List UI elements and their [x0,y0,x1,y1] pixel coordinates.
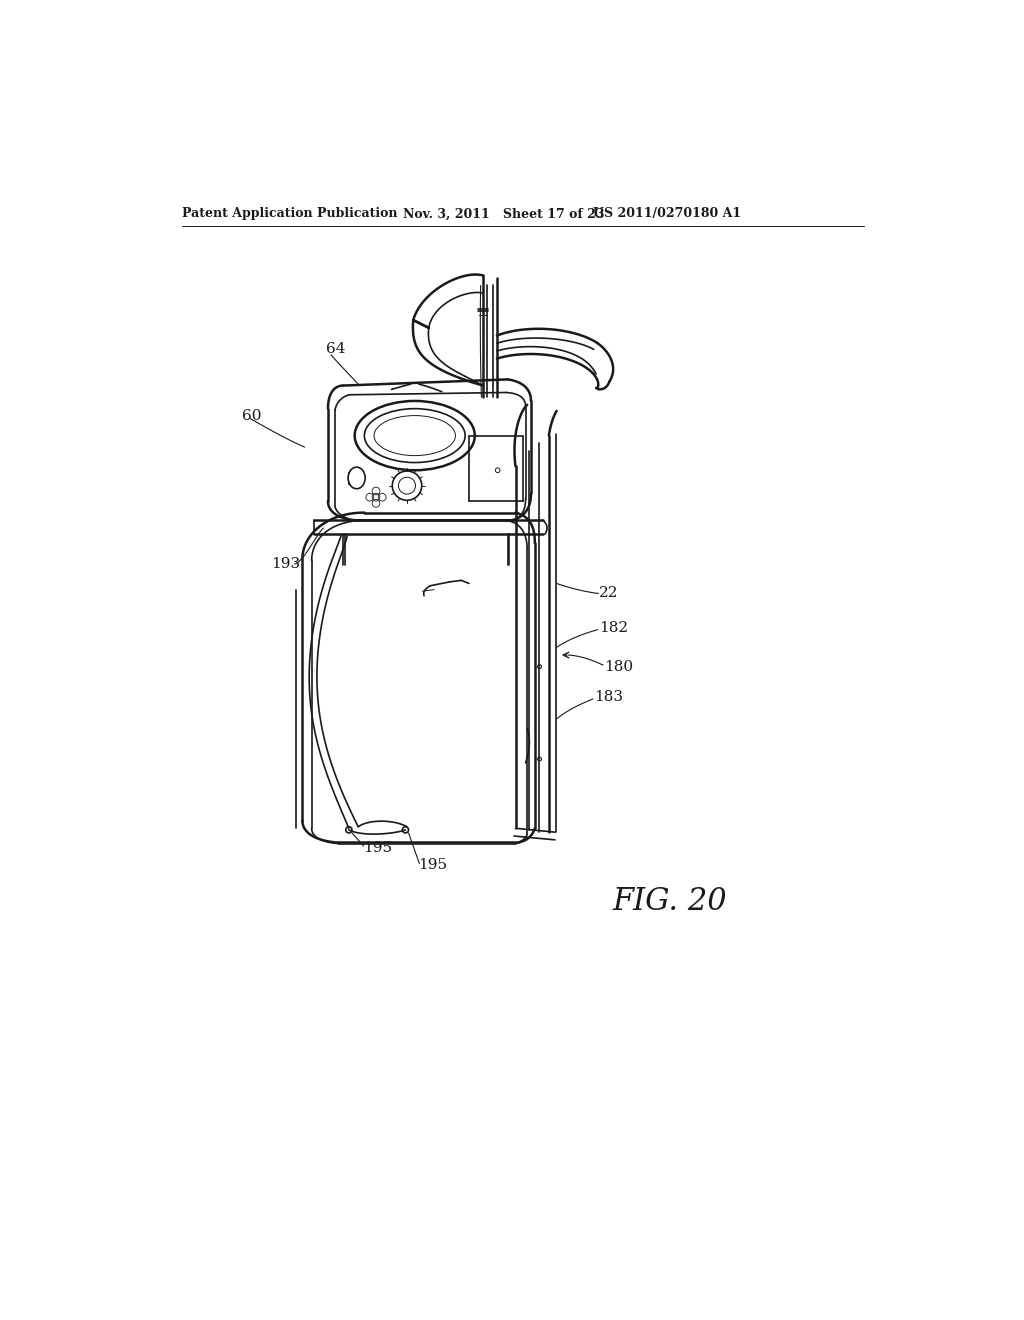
Text: 60: 60 [242,409,261,424]
Text: 182: 182 [599,622,629,635]
Text: Nov. 3, 2011   Sheet 17 of 23: Nov. 3, 2011 Sheet 17 of 23 [403,207,604,220]
Text: 183: 183 [594,690,623,705]
Text: 64: 64 [326,342,345,356]
Text: 195: 195 [419,858,447,873]
Text: 180: 180 [604,660,634,673]
Text: 22: 22 [599,586,618,601]
Text: 193: 193 [271,557,300,572]
Text: US 2011/0270180 A1: US 2011/0270180 A1 [593,207,741,220]
Text: 195: 195 [362,841,392,854]
Text: FIG. 20: FIG. 20 [612,886,727,917]
Text: Patent Application Publication: Patent Application Publication [182,207,397,220]
